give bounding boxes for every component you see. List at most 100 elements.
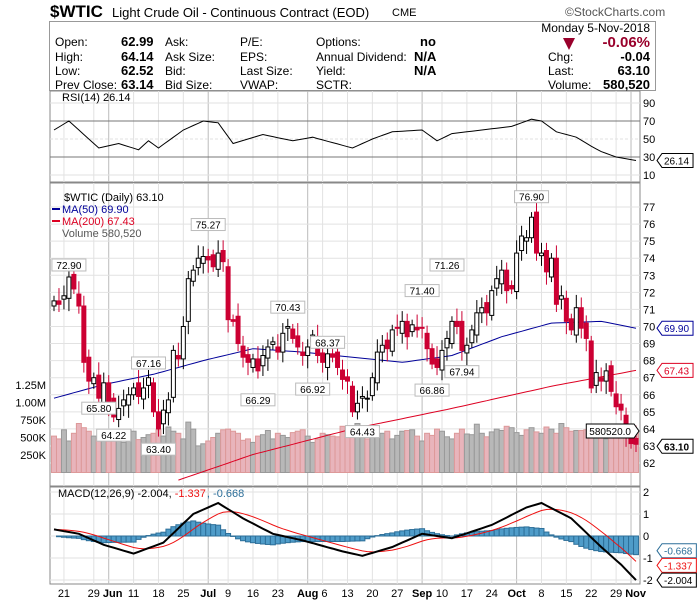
macd-histogram-bar [359, 535, 366, 542]
candle-body [429, 348, 435, 365]
macd-histogram-bar [508, 527, 515, 537]
macd-histogram-bar [528, 527, 535, 537]
pe-label: P/E: [240, 35, 263, 49]
candle-body [245, 354, 251, 363]
ask-label: Ask: [165, 35, 189, 49]
price-annotation-box [51, 258, 87, 272]
macd-histogram-bar [553, 535, 560, 538]
price-annotation-box [295, 382, 331, 396]
high-value: 64.14 [121, 49, 154, 64]
candle-body [494, 278, 500, 289]
watermark: ©StockCharts.com [565, 5, 666, 19]
x-tick-label: 22 [585, 588, 597, 600]
candle-body [335, 351, 341, 368]
macd-histogram-bar [249, 535, 256, 544]
volume-bar [289, 432, 296, 474]
macd-histogram-bar [344, 535, 351, 542]
volume-bar [568, 430, 575, 474]
candle-body [369, 377, 375, 397]
macd-histogram-bar [399, 530, 406, 537]
candle-body [61, 295, 67, 300]
x-tick-label: Oct [507, 588, 526, 600]
x-tick-label: Jun [103, 588, 123, 600]
candle-body [126, 394, 132, 406]
candle-body [146, 377, 152, 386]
yield-value: N/A [414, 63, 437, 78]
macd-histogram-bar [518, 526, 525, 537]
price-annotation-box [190, 218, 226, 232]
macd-histogram-bar [404, 529, 411, 537]
macd-tick-label: 0 [643, 531, 649, 543]
candle-body [543, 250, 549, 273]
macd-legend: MACD(12,26,9) -2.004, [58, 488, 172, 500]
macd-histogram-bar [503, 527, 510, 537]
volume-bar [240, 439, 247, 473]
candle-body [449, 320, 455, 345]
macd-histogram-bar [578, 535, 585, 547]
x-tick-label: 15 [560, 588, 572, 600]
volume-bar [543, 426, 550, 473]
volume-bar [254, 435, 261, 474]
price-tick-label: 67 [643, 373, 655, 385]
x-tick-label: 13 [341, 588, 353, 600]
candle-body [379, 344, 385, 353]
price-annotation-box [81, 401, 117, 415]
histogram-tag [656, 543, 697, 559]
volume-bar [135, 439, 142, 474]
price-annotation: 67.94 [449, 368, 474, 379]
histogram-legend: , -0.668 [207, 488, 244, 500]
volume-bar [523, 429, 530, 473]
price-tick-label: 73 [643, 270, 655, 282]
price-annotation: 72.90 [56, 261, 81, 272]
volume-legend: Volume 580,520 [62, 228, 142, 240]
candle-body [504, 269, 510, 292]
volume-bar [51, 435, 57, 474]
price-annotation-box [270, 300, 306, 314]
x-tick-label: 11 [128, 588, 139, 600]
options-value: no [420, 34, 436, 49]
volume-bar [359, 435, 366, 474]
macd-histogram-bar [245, 535, 251, 543]
price-annotation: 76.90 [519, 193, 544, 204]
volume-bar [95, 439, 102, 474]
volume-bar [384, 430, 391, 474]
x-tick-label: 29 [610, 588, 622, 600]
macd-tick-label: 2 [643, 487, 649, 499]
macd-histogram-bar [140, 535, 147, 538]
volume-bar [603, 438, 610, 473]
ma200-legend: MA(200) 67.43 [62, 216, 135, 228]
volume-bar [309, 441, 316, 473]
price-tick-label: 70 [643, 321, 655, 333]
volume-tick-label: 250K [20, 450, 46, 462]
volume-bar [573, 430, 580, 473]
sctr-label: SCTR: [316, 78, 352, 92]
macd-histogram-bar [274, 535, 281, 545]
volume-bar [488, 431, 495, 473]
candle-body [325, 353, 331, 368]
candle-body [538, 252, 544, 257]
volume-tick-label: 1.00M [15, 398, 46, 410]
candle-body [280, 332, 286, 353]
volume-bar [220, 429, 227, 473]
candle-body [633, 437, 639, 445]
volume-bar [60, 429, 67, 473]
chg-value: -0.04 [620, 49, 650, 64]
candle-body [573, 307, 579, 336]
candle-body [578, 307, 584, 329]
volume-bar [598, 432, 605, 473]
candle-body [320, 352, 326, 363]
macd-histogram-bar [533, 527, 540, 537]
macd-histogram-bar [394, 531, 401, 537]
candle-body [290, 328, 296, 339]
candle-body [260, 355, 266, 367]
candle-body [96, 374, 102, 399]
volume-bar [618, 432, 625, 474]
candle-body [593, 372, 599, 386]
macd-histogram-bar [384, 533, 391, 537]
candle-body [250, 358, 256, 368]
price-annotation-box [414, 383, 450, 397]
macd-histogram-bar [115, 535, 122, 543]
volume-bar [414, 435, 421, 474]
x-tick-label: 20 [366, 588, 378, 600]
